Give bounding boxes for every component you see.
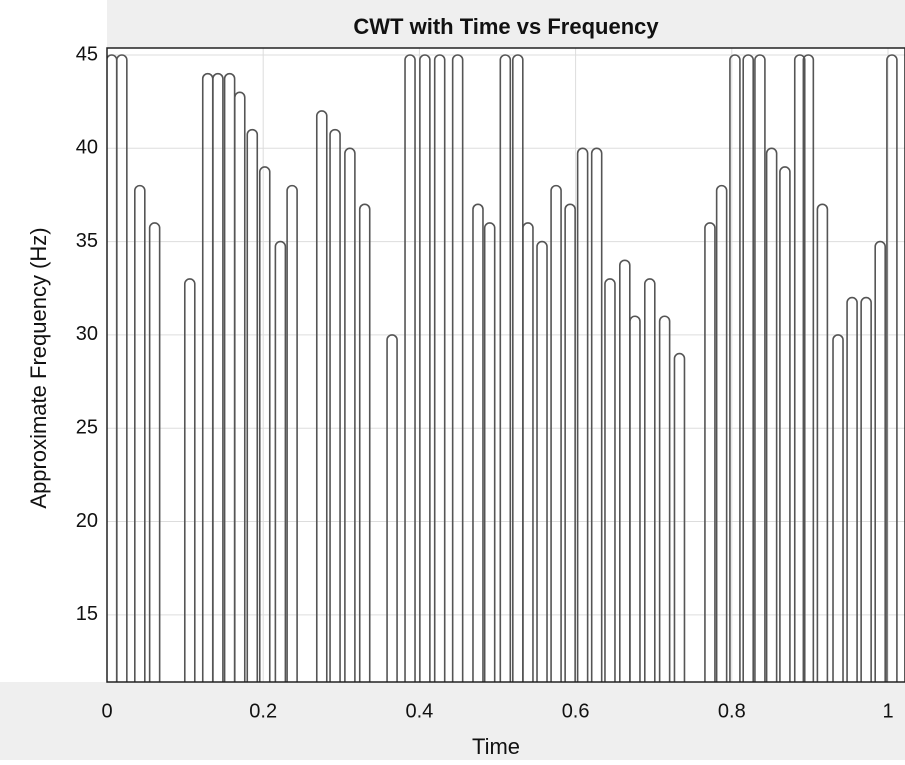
contour-line — [816, 203, 829, 682]
x-tick-label: 0 — [101, 700, 112, 722]
chart-title: CWT with Time vs Frequency — [353, 14, 659, 39]
contour-line — [765, 147, 778, 682]
contour-line — [564, 203, 576, 682]
contour-line — [274, 240, 287, 682]
axis-band — [0, 682, 905, 760]
contour-line — [643, 278, 656, 682]
y-tick-label: 25 — [76, 416, 98, 438]
y-tick-label: 35 — [76, 230, 98, 252]
contour-line — [629, 315, 641, 682]
x-tick-label: 0.6 — [562, 700, 590, 722]
title-band — [107, 0, 905, 48]
contour-line — [358, 203, 371, 682]
contour-line — [590, 147, 603, 682]
contour-line — [793, 54, 806, 682]
contour-line — [451, 54, 464, 682]
contour-line — [499, 54, 512, 682]
y-axis-label: Approximate Frequency (Hz) — [26, 227, 51, 508]
y-tick-label: 45 — [76, 43, 98, 65]
contour-line — [779, 166, 791, 682]
contour-line — [754, 54, 766, 682]
contour-line — [315, 110, 328, 682]
contour-line — [286, 184, 298, 682]
contour-line — [832, 334, 844, 682]
contour-line — [183, 278, 196, 682]
contour-line — [802, 54, 815, 682]
contour-line — [483, 222, 496, 682]
contour-line — [860, 296, 872, 682]
contour-line — [550, 184, 562, 682]
contour-line — [536, 240, 548, 682]
contour-line — [233, 91, 246, 682]
contour-line — [522, 222, 534, 682]
x-tick-label: 0.4 — [405, 700, 433, 722]
contour-line — [886, 54, 898, 682]
contour-line — [134, 184, 146, 682]
y-tick-label: 30 — [76, 323, 98, 345]
contour-line — [576, 147, 589, 682]
contour-line — [512, 54, 524, 682]
contour-line — [742, 54, 755, 682]
contour-line — [715, 184, 728, 682]
y-tick-label: 20 — [76, 510, 98, 532]
x-tick-label: 0.8 — [718, 700, 746, 722]
y-tick-label: 40 — [76, 137, 98, 159]
contour-line — [116, 54, 128, 682]
contour-line — [344, 147, 356, 682]
x-axis-label: Time — [472, 734, 520, 759]
contour-line — [673, 352, 686, 682]
plot-frame — [106, 47, 905, 683]
contour-line — [472, 203, 484, 682]
contour-line — [604, 278, 616, 682]
y-tick-label: 15 — [76, 603, 98, 625]
contour-line — [874, 240, 886, 682]
contour-line — [433, 54, 446, 682]
contour-line — [619, 259, 631, 682]
contour-line — [258, 166, 271, 682]
contour-line — [148, 222, 161, 682]
contour-line — [704, 222, 716, 682]
contour-line — [729, 54, 741, 682]
contour-line — [246, 128, 259, 682]
x-tick-label: 1 — [882, 700, 893, 722]
contour-line — [223, 72, 236, 682]
plot-area — [107, 48, 905, 682]
contour-line — [329, 128, 341, 682]
contour-line — [212, 72, 224, 682]
contour-line — [404, 54, 416, 682]
x-tick-label: 0.2 — [249, 700, 277, 722]
contour-line — [846, 296, 858, 682]
contour-line — [658, 315, 671, 682]
contour-line — [386, 334, 398, 682]
contour-line — [419, 54, 431, 682]
